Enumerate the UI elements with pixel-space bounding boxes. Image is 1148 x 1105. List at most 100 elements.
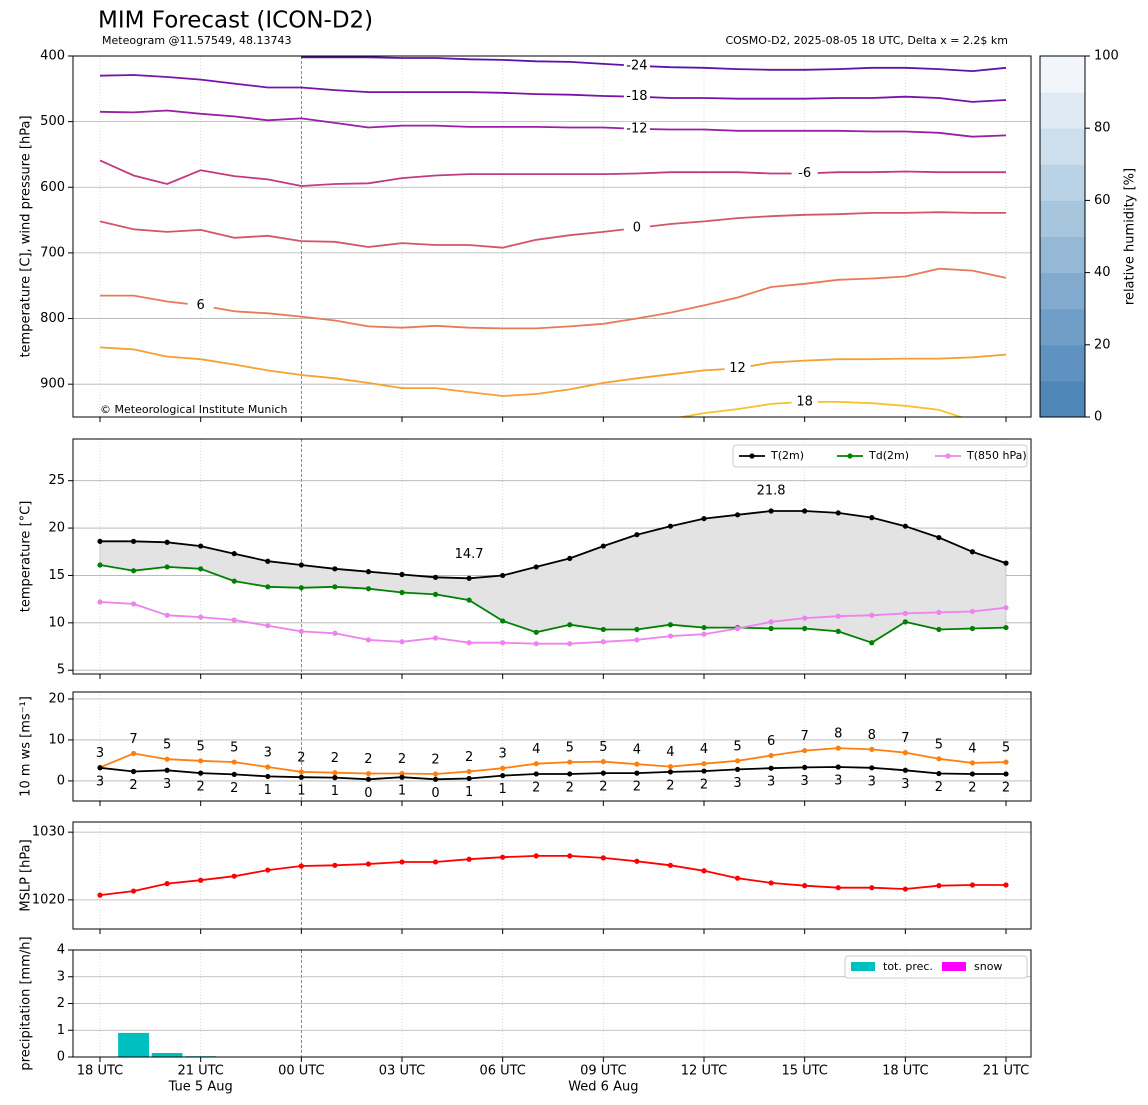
- data-point: [265, 764, 271, 770]
- data-label: 3: [96, 774, 104, 789]
- data-point: [634, 858, 640, 864]
- y-tick-label: 15: [48, 568, 65, 583]
- data-label: 2: [1002, 780, 1010, 795]
- data-point: [198, 758, 204, 764]
- data-point: [97, 538, 103, 544]
- data-point: [768, 508, 774, 514]
- data-label: 2: [532, 780, 540, 795]
- legend-swatch: [851, 962, 875, 971]
- data-label: 3: [834, 773, 842, 788]
- data-point: [298, 562, 304, 568]
- data-point: [265, 584, 271, 590]
- data-point: [164, 756, 170, 762]
- data-point: [802, 764, 808, 770]
- data-point: [734, 512, 741, 518]
- data-point: [533, 564, 539, 570]
- data-point: [399, 859, 405, 865]
- data-point: [600, 543, 606, 549]
- data-label: 5: [599, 740, 607, 755]
- data-point: [969, 608, 976, 615]
- data-point: [600, 855, 606, 861]
- data-point: [500, 854, 506, 860]
- data-point: [667, 769, 674, 775]
- data-point: [365, 586, 372, 592]
- data-label: 5: [1002, 741, 1010, 756]
- legend-box: [844, 955, 1028, 979]
- data-label: 5: [197, 739, 205, 754]
- data-label: 7: [801, 729, 809, 744]
- data-point: [500, 772, 506, 779]
- colorbar-tick-label: 40: [1094, 265, 1111, 280]
- data-point: [869, 612, 875, 618]
- contour-label-bg: [187, 298, 214, 313]
- data-label: 3: [163, 777, 171, 792]
- data-point: [969, 771, 976, 777]
- y-tick-label: 1: [57, 1023, 65, 1038]
- data-point: [902, 523, 908, 529]
- data-label: 3: [733, 776, 741, 791]
- data-point: [768, 880, 774, 886]
- data-label: 5: [163, 738, 171, 753]
- legend-label: Td(2m): [868, 449, 909, 462]
- legend-label: T(850 hPa): [966, 449, 1027, 462]
- data-point: [835, 885, 841, 891]
- data-point: [869, 640, 875, 646]
- series-line: [99, 766, 1006, 781]
- data-point: [198, 566, 204, 572]
- contour-label-bg: [623, 58, 650, 73]
- series-line: [99, 159, 1006, 187]
- data-label: 5: [733, 739, 741, 754]
- data-point: [432, 776, 439, 782]
- colorbar-band: [1040, 128, 1085, 165]
- contour-label-bg: [791, 166, 818, 181]
- data-point: [97, 599, 103, 605]
- data-point: [198, 543, 204, 549]
- y-tick-label: 400: [40, 49, 65, 64]
- data-point: [869, 515, 875, 521]
- colorbar-band: [1040, 200, 1085, 237]
- data-point: [701, 515, 707, 522]
- series-line: [99, 211, 1006, 249]
- data-point: [969, 625, 976, 632]
- data-point: [667, 763, 674, 770]
- data-point: [902, 619, 908, 625]
- legend-marker: [749, 453, 755, 459]
- data-point: [231, 873, 237, 879]
- data-point: [466, 775, 472, 782]
- data-point: [97, 562, 103, 568]
- data-point: [768, 625, 774, 632]
- data-point: [432, 591, 439, 598]
- data-point: [969, 882, 976, 888]
- data-point: [701, 624, 707, 631]
- data-label: 4: [633, 743, 641, 758]
- data-point: [399, 639, 405, 645]
- contour-label-bg: [623, 220, 650, 235]
- y-tick-label: 700: [40, 245, 65, 260]
- data-point: [365, 770, 372, 777]
- data-point: [600, 759, 606, 765]
- data-label: 2: [465, 750, 473, 765]
- data-point: [265, 773, 271, 780]
- data-point: [969, 549, 976, 555]
- data-point: [533, 853, 539, 859]
- x-group-label: Wed 6 Aug: [568, 1080, 638, 1095]
- credit: © Meteorological Institute Munich: [100, 403, 287, 416]
- data-point: [231, 617, 237, 623]
- data-point: [835, 510, 841, 516]
- data-label: 2: [599, 780, 607, 795]
- data-label: 2: [197, 780, 205, 795]
- x-tick-label: 18 UTC: [882, 1064, 928, 1079]
- y-tick-label: 2: [57, 996, 65, 1011]
- colorbar-label: relative humidity [%]: [1123, 168, 1138, 305]
- data-label: 3: [499, 747, 507, 762]
- series-line: [99, 109, 1007, 138]
- data-point: [835, 764, 841, 770]
- data-point: [500, 765, 506, 771]
- x-tick-label: 06 UTC: [479, 1064, 525, 1079]
- data-point: [701, 761, 707, 767]
- series-line: [100, 267, 1007, 330]
- data-point: [768, 619, 774, 625]
- data-label: 2: [398, 752, 406, 767]
- plot-frame: [72, 949, 1032, 1058]
